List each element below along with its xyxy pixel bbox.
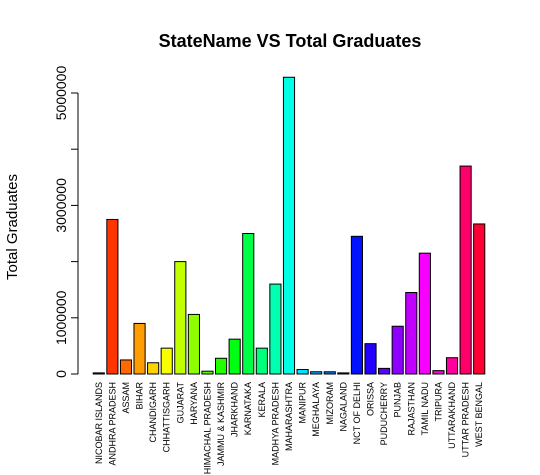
x-tick-label-andhra-pradesh: ANDHRA PRADESH — [107, 382, 117, 466]
x-tick-labels: NICOBAR ISLANDS ANDHRA PRADESH ASSAM BIHAR C… — [94, 382, 484, 475]
x-tick-label-jharkhand: JHARKHAND — [230, 382, 240, 438]
bar-uttarakhand — [445, 357, 459, 375]
bar-meghalaya — [310, 371, 323, 375]
x-tick-label-chandigarh: CHANDIGARH — [148, 382, 158, 443]
bar-rajasthan — [405, 292, 418, 375]
bar-haryana — [187, 313, 200, 375]
y-tick-label: 1000000 — [53, 290, 69, 345]
x-tick-label-meghalaya: MEGHALAYA — [311, 382, 321, 437]
bar-jharkhand — [228, 338, 241, 375]
x-tick-label-puducherry: PUDUCHERRY — [379, 382, 389, 445]
bar-nicobar-islands — [92, 372, 105, 375]
bar-gujarat — [174, 261, 187, 375]
x-tick-label-assam: ASSAM — [121, 382, 131, 414]
bar-chhattisgarh — [160, 347, 173, 375]
x-tick-label-haryana: HARYANA — [189, 382, 199, 425]
x-tick-label-nicobar-islands: NICOBAR ISLANDS — [94, 382, 104, 464]
bars-group — [92, 76, 486, 375]
bar-orissa — [364, 343, 377, 375]
x-tick-label-west-bengal: WEST BENGAL — [474, 382, 484, 447]
y-tick-label: 0 — [53, 370, 69, 378]
x-tick-label-orissa: ORISSA — [366, 382, 376, 416]
x-tick-label-madhya-pradesh: MADHYA PRADESH — [270, 382, 280, 465]
bar-assam — [119, 359, 133, 375]
y-tick-label: 3000000 — [53, 178, 69, 233]
bar-nct-of-delhi — [350, 235, 363, 375]
x-tick-label-tamil-nadu: TAMIL NADU — [420, 382, 430, 436]
bar-uttar-pradesh — [459, 165, 472, 375]
y-axis-label: Total Graduates — [4, 174, 21, 280]
x-tick-label-karnataka: KARNATAKA — [243, 382, 253, 435]
chart-title: StateName VS Total Graduates — [159, 31, 422, 51]
x-tick-label-bihar: BIHAR — [135, 382, 145, 410]
bar-mizoram — [323, 371, 336, 375]
x-tick-label-uttar-pradesh: UTTAR PRADESH — [461, 382, 471, 457]
bar-chandigarh — [147, 362, 160, 375]
x-tick-label-kerala: KERALA — [257, 382, 267, 418]
x-tick-label-punjab: PUNJAB — [393, 382, 403, 418]
y-tick-label: 5000000 — [53, 66, 69, 121]
bar-jammu-kashmir — [215, 357, 228, 375]
bar-bihar — [133, 322, 146, 375]
x-tick-label-gujarat: GUJARAT — [175, 382, 185, 424]
x-tick-label-mizoram: MIZORAM — [325, 382, 335, 425]
bar-west-bengal — [473, 223, 486, 375]
bar-puducherry — [378, 367, 391, 375]
bar-andhra-pradesh — [106, 218, 119, 375]
x-tick-label-chhattisgarh: CHHATTISGARH — [162, 382, 172, 452]
bar-manipur — [296, 369, 309, 375]
x-tick-label-tripura: TRIPURA — [433, 382, 443, 422]
x-tick-label-rajasthan: RAJASTHAN — [406, 382, 416, 436]
bar-punjab — [391, 325, 404, 375]
x-tick-label-maharashtra: MAHARASHTRA — [284, 382, 294, 451]
bar-madhya-pradesh — [269, 283, 282, 375]
bar-himachal-pradesh — [201, 370, 214, 375]
bar-kerala — [255, 347, 268, 375]
x-tick-label-manipur: MANIPUR — [298, 382, 308, 424]
y-axis: 0 1000000 3000000 5000000 — [53, 66, 79, 378]
bar-maharashtra — [282, 76, 296, 375]
bar-karnataka — [242, 233, 255, 375]
x-tick-label-uttarakhand: UTTARAKHAND — [447, 382, 457, 449]
x-tick-label-jammu-kashmir: JAMMU & KASHMIR — [216, 382, 226, 467]
x-tick-label-nagaland: NAGALAND — [338, 382, 348, 432]
x-tick-label-nct-of-delhi: NCT OF DELHI — [352, 382, 362, 444]
bar-tamil-nadu — [418, 252, 431, 375]
x-tick-label-himachal-pradesh: HIMACHAL PRADESH — [202, 382, 212, 474]
bar-nagaland — [337, 372, 350, 375]
bar-tripura — [432, 370, 445, 375]
